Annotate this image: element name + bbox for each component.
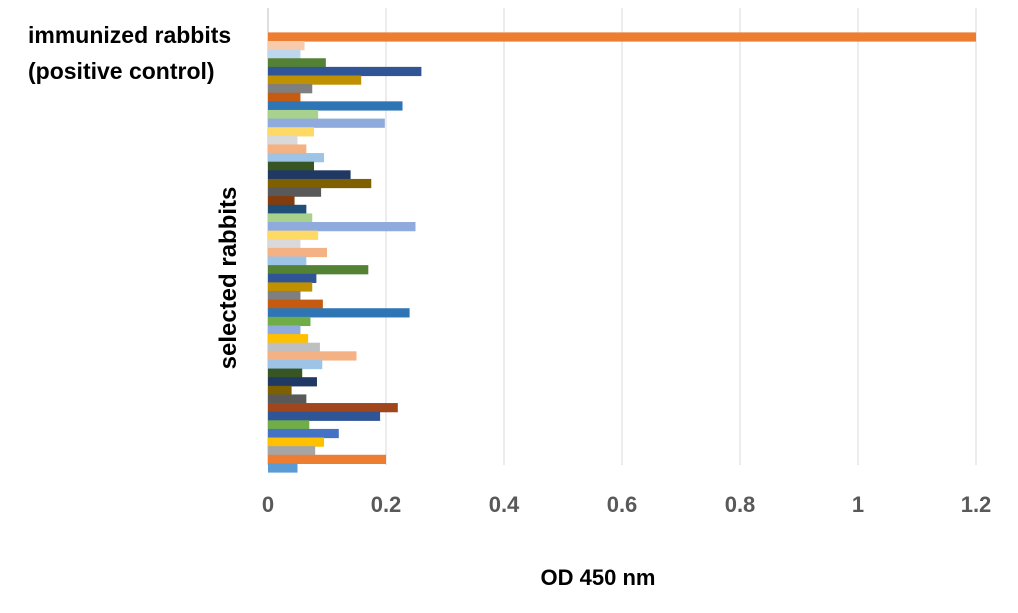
bar-selected-rabbit (268, 127, 315, 137)
y-axis-label: selected rabbits (215, 186, 242, 370)
bar-selected-rabbit (268, 153, 325, 163)
bar-selected-rabbit (268, 118, 385, 128)
bar-selected-rabbit (268, 377, 317, 387)
positive-control-label-line2: (positive control) (28, 58, 215, 84)
x-tick-label: 0 (262, 492, 274, 517)
bar-selected-rabbit (268, 41, 305, 51)
bar-selected-rabbit (268, 84, 313, 94)
bar-selected-rabbit (268, 204, 307, 215)
bar-selected-rabbit (268, 446, 316, 456)
bar-selected-rabbit (268, 187, 322, 197)
bar-selected-rabbit (268, 265, 369, 275)
x-axis-label: OD 450 nm (540, 565, 656, 590)
bar-selected-rabbit (268, 196, 295, 206)
bar-selected-rabbit (268, 463, 298, 473)
x-tick-label: 0.4 (489, 492, 520, 517)
x-tick-label: 0.8 (725, 492, 756, 517)
bar-selected-rabbit (268, 213, 313, 223)
bar-selected-rabbit (268, 256, 307, 266)
bar-selected-rabbit (268, 420, 310, 430)
bar-selected-rabbit (268, 239, 301, 249)
x-tick-label: 0.2 (371, 492, 402, 517)
bar-selected-rabbit (268, 325, 301, 335)
bar-selected-rabbit (268, 282, 313, 292)
bar-selected-rabbit (268, 351, 357, 361)
bar-selected-rabbit (268, 230, 319, 240)
bar-selected-rabbit (268, 428, 339, 439)
bar-selected-rabbit (268, 247, 327, 258)
bar-selected-rabbit (268, 58, 326, 68)
bar-selected-rabbit (268, 144, 307, 154)
x-tick-label: 1 (852, 492, 864, 517)
bar-selected-rabbit (268, 222, 416, 232)
bar-selected-rabbit (268, 368, 303, 378)
bar-selected-rabbit (268, 394, 307, 404)
bar-selected-rabbit (268, 109, 319, 120)
bar-selected-rabbit (268, 101, 403, 111)
bars (268, 32, 976, 473)
bar-selected-rabbit (268, 411, 381, 421)
x-tick-label: 0.6 (607, 492, 638, 517)
positive-control-label-line1: immunized rabbits (28, 22, 232, 48)
bar-selected-rabbit (268, 49, 301, 59)
bar-selected-rabbit (268, 299, 323, 309)
bar-selected-rabbit (268, 135, 298, 146)
x-tick-labels: 0 0.2 0.4 0.6 0.8 1 1.2 (262, 492, 991, 517)
bar-selected-rabbit (268, 66, 422, 77)
bar-selected-rabbit (268, 75, 362, 85)
bar-selected-rabbit (268, 342, 320, 352)
bar-positive-control (268, 32, 976, 42)
gridlines (267, 8, 977, 465)
bar-selected-rabbit (268, 290, 301, 301)
bar-selected-rabbit (268, 161, 315, 171)
bar-selected-rabbit (268, 273, 317, 283)
bar-selected-rabbit (268, 385, 292, 396)
bar-selected-rabbit (268, 403, 398, 413)
bar-selected-rabbit (268, 454, 386, 464)
bar-selected-rabbit (268, 170, 351, 180)
bar-selected-rabbit (268, 308, 410, 318)
bar-selected-rabbit (268, 359, 323, 370)
bar-selected-rabbit (268, 92, 301, 102)
bar-selected-rabbit (268, 437, 325, 447)
bar-selected-rabbit (268, 334, 309, 344)
x-tick-label: 1.2 (961, 492, 992, 517)
bar-selected-rabbit (268, 316, 311, 327)
bar-selected-rabbit (268, 178, 372, 189)
